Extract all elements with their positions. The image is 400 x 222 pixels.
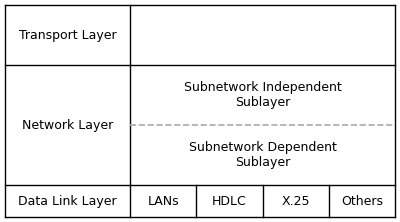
Text: LANs: LANs	[147, 194, 179, 208]
Text: Subnetwork Dependent
Sublayer: Subnetwork Dependent Sublayer	[188, 141, 336, 169]
Text: Network Layer: Network Layer	[22, 119, 113, 131]
Text: Subnetwork Independent
Sublayer: Subnetwork Independent Sublayer	[184, 81, 341, 109]
Text: Data Link Layer: Data Link Layer	[18, 194, 117, 208]
Text: Others: Others	[341, 194, 383, 208]
Text: HDLC: HDLC	[212, 194, 247, 208]
Text: Transport Layer: Transport Layer	[19, 28, 116, 42]
Text: X.25: X.25	[281, 194, 310, 208]
